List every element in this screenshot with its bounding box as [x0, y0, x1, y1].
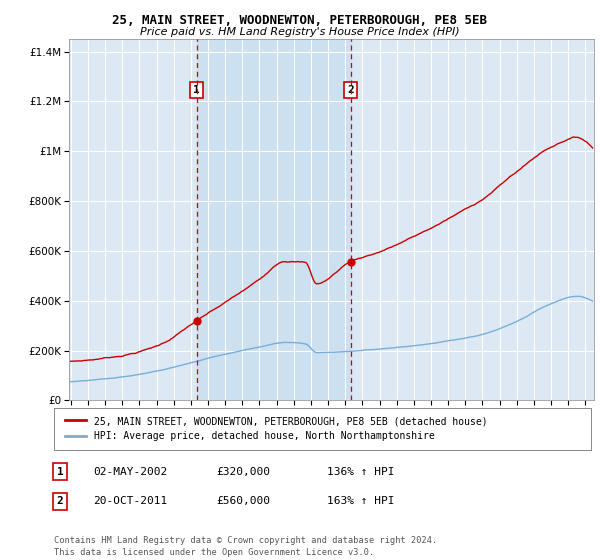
Text: £320,000: £320,000 — [216, 466, 270, 477]
Text: 136% ↑ HPI: 136% ↑ HPI — [327, 466, 395, 477]
Text: 1: 1 — [56, 466, 64, 477]
Text: 163% ↑ HPI: 163% ↑ HPI — [327, 496, 395, 506]
Text: Price paid vs. HM Land Registry's House Price Index (HPI): Price paid vs. HM Land Registry's House … — [140, 27, 460, 37]
Text: 2: 2 — [56, 496, 64, 506]
Text: Contains HM Land Registry data © Crown copyright and database right 2024.
This d: Contains HM Land Registry data © Crown c… — [54, 536, 437, 557]
Text: 20-OCT-2011: 20-OCT-2011 — [93, 496, 167, 506]
Text: 1: 1 — [193, 85, 200, 95]
Text: 25, MAIN STREET, WOODNEWTON, PETERBOROUGH, PE8 5EB: 25, MAIN STREET, WOODNEWTON, PETERBOROUG… — [113, 14, 487, 27]
Text: 2: 2 — [347, 85, 355, 95]
Legend: 25, MAIN STREET, WOODNEWTON, PETERBOROUGH, PE8 5EB (detached house), HPI: Averag: 25, MAIN STREET, WOODNEWTON, PETERBOROUG… — [59, 410, 493, 447]
Text: 02-MAY-2002: 02-MAY-2002 — [93, 466, 167, 477]
Bar — [197, 39, 351, 400]
Text: £560,000: £560,000 — [216, 496, 270, 506]
